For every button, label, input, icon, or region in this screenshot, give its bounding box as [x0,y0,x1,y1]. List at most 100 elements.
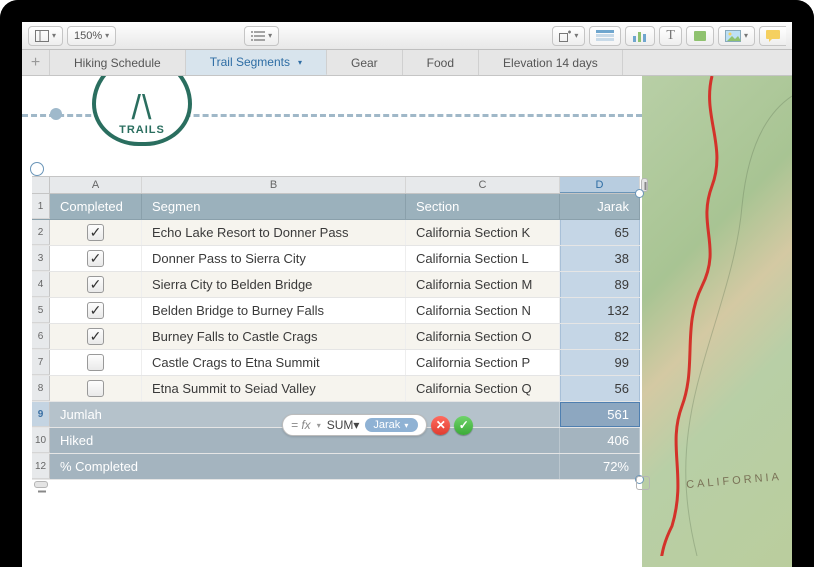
cell-section[interactable]: California Section Q [406,376,560,401]
chart-icon [632,30,648,42]
cell-segment[interactable]: Burney Falls to Castle Crags [142,324,406,349]
row-header[interactable]: 6 [32,324,50,349]
text-button[interactable]: T [659,26,682,46]
cell-segment[interactable]: Etna Summit to Seiad Valley [142,376,406,401]
insert-button[interactable]: ▾ [552,26,585,46]
formula-fn: SUM▾ [327,418,360,432]
sheet-tab-trail-segments[interactable]: Trail Segments ▾ [186,50,327,75]
view-menu-button[interactable]: ▾ [28,26,63,46]
checkbox[interactable]: ✓ [87,328,104,345]
cell-completed[interactable]: ✓ [50,220,142,245]
checkbox[interactable]: ✓ [87,276,104,293]
table-row: 8 Etna Summit to Seiad ValleyCalifornia S… [32,376,640,402]
header-section[interactable]: Section [406,194,560,219]
col-header-a[interactable]: A [50,177,142,193]
header-segmen[interactable]: Segmen [142,194,406,219]
cell-section[interactable]: California Section O [406,324,560,349]
cell-completed[interactable] [50,376,142,401]
sheet-tab-gear[interactable]: Gear [327,50,403,75]
sheet-tab-hiking-schedule[interactable]: Hiking Schedule [50,50,186,75]
cell-distance[interactable]: 38 [560,246,640,271]
col-header-b[interactable]: B [142,177,406,193]
cell-section[interactable]: California Section K [406,220,560,245]
toolbar: ▾ 150% ▾ ▾ ▾ T [22,22,792,50]
cell-section[interactable]: California Section L [406,246,560,271]
add-sheet-button[interactable]: + [22,50,50,75]
resize-handle[interactable] [636,476,650,490]
footer-label-pct[interactable]: % Completed [50,454,560,479]
col-header-c[interactable]: C [406,177,560,193]
formula-arg-chip[interactable]: Jarak [365,418,418,432]
media-button[interactable]: ▾ [718,26,755,46]
cell-segment[interactable]: Donner Pass to Sierra City [142,246,406,271]
row-header[interactable]: 8 [32,376,50,401]
checkbox[interactable]: ✓ [87,224,104,241]
sheet-tab-food[interactable]: Food [403,50,479,75]
cell-completed[interactable] [50,350,142,375]
table-button[interactable] [589,26,621,46]
chevron-down-icon: ▾ [317,421,321,430]
formula-editor[interactable]: = fx ▾ SUM▾ Jarak ✕ ✓ [282,414,473,436]
chart-button[interactable] [625,26,655,46]
footer-value-hiked[interactable]: 406 [560,428,640,453]
comment-button[interactable] [759,26,786,46]
cell-distance[interactable]: 65 [560,220,640,245]
cell-distance[interactable]: 99 [560,350,640,375]
row-header[interactable]: 7 [32,350,50,375]
logo-text: TRAILS [119,124,165,136]
cell-distance[interactable]: 56 [560,376,640,401]
list-style-button[interactable]: ▾ [244,26,279,46]
canvas[interactable]: /\ TRAILS CALIFORNIA A B C D [22,76,792,567]
corner-cell[interactable] [32,177,50,193]
table-row: 2 ✓ Echo Lake Resort to Donner PassCalifor… [32,220,640,246]
cell-completed[interactable]: ✓ [50,324,142,349]
cell-completed[interactable]: ✓ [50,272,142,297]
cell-distance[interactable]: 89 [560,272,640,297]
table-icon [596,30,614,42]
cell-distance[interactable]: 82 [560,324,640,349]
table-header-row: 1 Completed Segmen Section Jarak [32,194,640,220]
table-select-handle[interactable] [30,162,44,176]
checkbox[interactable]: ✓ [87,250,104,267]
row-header[interactable]: 12 [32,454,50,479]
checkbox[interactable] [87,380,104,397]
col-header-d[interactable]: D [560,177,640,193]
device-frame: ▾ 150% ▾ ▾ ▾ T [0,0,814,567]
cell-completed[interactable]: ✓ [50,246,142,271]
cell-segment[interactable]: Belden Bridge to Burney Falls [142,298,406,323]
table-row: 3 ✓ Donner Pass to Sierra CityCalifornia S… [32,246,640,272]
cell-section[interactable]: California Section M [406,272,560,297]
cell-completed[interactable]: ✓ [50,298,142,323]
footer-value-pct[interactable]: 72% [560,454,640,479]
accept-formula-button[interactable]: ✓ [454,416,473,435]
list-icon [251,31,265,41]
row-header[interactable]: 2 [32,220,50,245]
formula-pill[interactable]: = fx ▾ SUM▾ Jarak [282,414,427,436]
cell-segment[interactable]: Echo Lake Resort to Donner Pass [142,220,406,245]
cell-segment[interactable]: Castle Crags to Etna Summit [142,350,406,375]
row-header[interactable]: 9 [32,402,50,427]
selection-knob[interactable] [635,189,644,198]
shape-button[interactable] [686,26,714,46]
cell-distance[interactable]: 132 [560,298,640,323]
checkbox[interactable]: ✓ [87,302,104,319]
text-icon: T [666,28,675,44]
guide-handle[interactable] [50,108,62,120]
row-header[interactable]: 3 [32,246,50,271]
row-header[interactable]: 10 [32,428,50,453]
cancel-formula-button[interactable]: ✕ [431,416,450,435]
row-header[interactable]: 5 [32,298,50,323]
checkbox[interactable] [87,354,104,371]
add-row-handle[interactable] [34,481,48,488]
cell-section[interactable]: California Section N [406,298,560,323]
cell-section[interactable]: California Section P [406,350,560,375]
zoom-select[interactable]: 150% ▾ [67,26,116,46]
row-header[interactable]: 4 [32,272,50,297]
sheet-tab-elevation[interactable]: Elevation 14 days [479,50,623,75]
header-completed[interactable]: Completed [50,194,142,219]
footer-value-jumlah[interactable]: 561 [560,402,640,427]
row-header[interactable]: 1 [32,194,50,219]
header-jarak[interactable]: Jarak [560,194,640,219]
cell-segment[interactable]: Sierra City to Belden Bridge [142,272,406,297]
map-panel: CALIFORNIA [642,76,792,567]
